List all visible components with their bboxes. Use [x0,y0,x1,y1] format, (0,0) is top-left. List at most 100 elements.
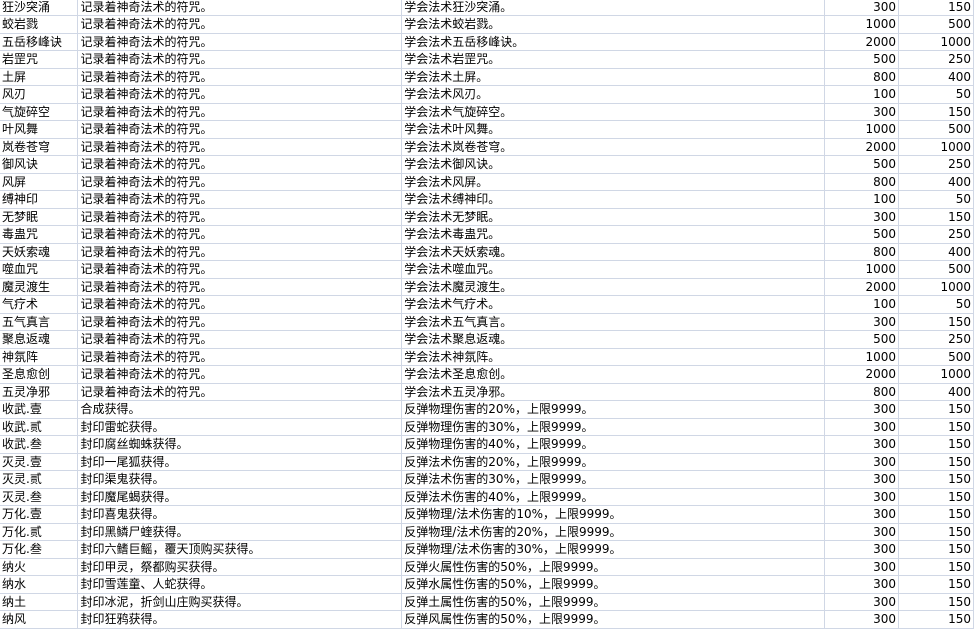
sell-price-cell[interactable]: 400 [898,173,974,191]
item-name-cell[interactable]: 魔灵渡生 [0,278,79,296]
item-effect-cell[interactable]: 反弹物理伤害的30%，上限9999。 [401,418,826,436]
item-name-cell[interactable]: 五岳移峰诀 [0,33,79,51]
buy-price-cell[interactable]: 300 [824,103,900,121]
sell-price-cell[interactable]: 500 [898,120,974,139]
sell-price-cell[interactable]: 1000 [898,33,974,51]
item-effect-cell[interactable]: 反弹土属性伤害的50%，上限9999。 [401,593,826,611]
item-effect-cell[interactable]: 学会法术风屏。 [401,173,826,191]
sell-price-cell[interactable]: 500 [898,348,974,366]
item-effect-cell[interactable]: 学会法术无梦眠。 [401,208,826,226]
item-name-cell[interactable]: 五气真言 [0,313,79,331]
item-name-cell[interactable]: 土屏 [0,68,79,86]
item-source-cell[interactable]: 记录着神奇法术的符咒。 [77,243,403,261]
item-effect-cell[interactable]: 学会法术气疗术。 [401,295,826,314]
item-effect-cell[interactable]: 学会法术神氛阵。 [401,348,826,366]
sell-price-cell[interactable]: 150 [898,400,974,419]
item-effect-cell[interactable]: 反弹水属性伤害的50%，上限9999。 [401,575,826,594]
item-effect-cell[interactable]: 学会法术魔灵渡生。 [401,278,826,296]
item-effect-cell[interactable]: 学会法术狂沙突涌。 [401,0,826,16]
buy-price-cell[interactable]: 100 [824,85,900,104]
buy-price-cell[interactable]: 2000 [824,138,900,156]
sell-price-cell[interactable]: 50 [898,85,974,104]
item-source-cell[interactable]: 封印喜鬼获得。 [77,505,403,524]
item-source-cell[interactable]: 封印雪莲童、人蛇获得。 [77,575,403,594]
sell-price-cell[interactable]: 250 [898,225,974,244]
sell-price-cell[interactable]: 150 [898,418,974,436]
buy-price-cell[interactable]: 300 [824,453,900,471]
buy-price-cell[interactable]: 500 [824,225,900,244]
item-effect-cell[interactable]: 反弹法术伤害的30%，上限9999。 [401,470,826,489]
item-name-cell[interactable]: 纳火 [0,558,79,576]
sell-price-cell[interactable]: 150 [898,558,974,576]
item-source-cell[interactable]: 封印黑鳞尸蝰获得。 [77,523,403,541]
buy-price-cell[interactable]: 800 [824,68,900,86]
buy-price-cell[interactable]: 800 [824,173,900,191]
item-effect-cell[interactable]: 学会法术天妖索魂。 [401,243,826,261]
item-source-cell[interactable]: 记录着神奇法术的符咒。 [77,138,403,156]
buy-price-cell[interactable]: 300 [824,208,900,226]
item-source-cell[interactable]: 记录着神奇法术的符咒。 [77,313,403,331]
item-name-cell[interactable]: 御风诀 [0,155,79,174]
item-name-cell[interactable]: 聚息返魂 [0,330,79,349]
item-source-cell[interactable]: 记录着神奇法术的符咒。 [77,330,403,349]
item-name-cell[interactable]: 收武.叁 [0,435,79,454]
sell-price-cell[interactable]: 50 [898,295,974,314]
item-name-cell[interactable]: 灭灵.贰 [0,470,79,489]
sell-price-cell[interactable]: 150 [898,505,974,524]
item-name-cell[interactable]: 万化.叁 [0,540,79,559]
item-effect-cell[interactable]: 学会法术叶风舞。 [401,120,826,139]
item-name-cell[interactable]: 神氛阵 [0,348,79,366]
sell-price-cell[interactable]: 150 [898,470,974,489]
buy-price-cell[interactable]: 800 [824,383,900,401]
sell-price-cell[interactable]: 150 [898,488,974,506]
item-effect-cell[interactable]: 学会法术岩罡咒。 [401,50,826,69]
item-effect-cell[interactable]: 反弹物理/法术伤害的30%，上限9999。 [401,540,826,559]
item-name-cell[interactable]: 纳水 [0,575,79,594]
item-name-cell[interactable]: 岚卷苍穹 [0,138,79,156]
buy-price-cell[interactable]: 300 [824,313,900,331]
buy-price-cell[interactable]: 1000 [824,348,900,366]
buy-price-cell[interactable]: 2000 [824,365,900,384]
item-effect-cell[interactable]: 学会法术毒蛊咒。 [401,225,826,244]
item-effect-cell[interactable]: 学会法术气旋碎空。 [401,103,826,121]
item-effect-cell[interactable]: 学会法术圣息愈创。 [401,365,826,384]
item-source-cell[interactable]: 记录着神奇法术的符咒。 [77,68,403,86]
buy-price-cell[interactable]: 300 [824,470,900,489]
sell-price-cell[interactable]: 250 [898,330,974,349]
sell-price-cell[interactable]: 250 [898,155,974,174]
sell-price-cell[interactable]: 1000 [898,278,974,296]
item-effect-cell[interactable]: 学会法术岚卷苍穹。 [401,138,826,156]
item-name-cell[interactable]: 灭灵.叁 [0,488,79,506]
item-effect-cell[interactable]: 学会法术五岳移峰诀。 [401,33,826,51]
sell-price-cell[interactable]: 150 [898,575,974,594]
item-name-cell[interactable]: 气疗术 [0,295,79,314]
item-source-cell[interactable]: 封印腐丝蜘蛛获得。 [77,435,403,454]
item-name-cell[interactable]: 缚神印 [0,190,79,209]
item-source-cell[interactable]: 记录着神奇法术的符咒。 [77,173,403,191]
item-source-cell[interactable]: 封印一尾狐获得。 [77,453,403,471]
item-source-cell[interactable]: 记录着神奇法术的符咒。 [77,103,403,121]
item-name-cell[interactable]: 万化.壹 [0,505,79,524]
item-name-cell[interactable]: 气旋碎空 [0,103,79,121]
item-effect-cell[interactable]: 学会法术蛟岩戮。 [401,15,826,34]
item-effect-cell[interactable]: 学会法术聚息返魂。 [401,330,826,349]
sell-price-cell[interactable]: 150 [898,208,974,226]
item-name-cell[interactable]: 毒蛊咒 [0,225,79,244]
item-source-cell[interactable]: 封印六鳍巨鳐，覆天顶购买获得。 [77,540,403,559]
item-effect-cell[interactable]: 反弹物理伤害的20%，上限9999。 [401,400,826,419]
item-source-cell[interactable]: 封印魔尾蝎获得。 [77,488,403,506]
item-source-cell[interactable]: 记录着神奇法术的符咒。 [77,260,403,279]
item-name-cell[interactable]: 纳土 [0,593,79,611]
item-effect-cell[interactable]: 反弹物理/法术伤害的10%，上限9999。 [401,505,826,524]
sell-price-cell[interactable]: 150 [898,610,974,629]
item-effect-cell[interactable]: 学会法术土屏。 [401,68,826,86]
item-source-cell[interactable]: 记录着神奇法术的符咒。 [77,50,403,69]
item-source-cell[interactable]: 封印甲灵，祭都购买获得。 [77,558,403,576]
sell-price-cell[interactable]: 150 [898,593,974,611]
item-name-cell[interactable]: 收武.壹 [0,400,79,419]
buy-price-cell[interactable]: 1000 [824,260,900,279]
item-effect-cell[interactable]: 学会法术风刃。 [401,85,826,104]
sell-price-cell[interactable]: 400 [898,243,974,261]
item-source-cell[interactable]: 封印狂鸦获得。 [77,610,403,629]
item-name-cell[interactable]: 狂沙突涌 [0,0,79,16]
